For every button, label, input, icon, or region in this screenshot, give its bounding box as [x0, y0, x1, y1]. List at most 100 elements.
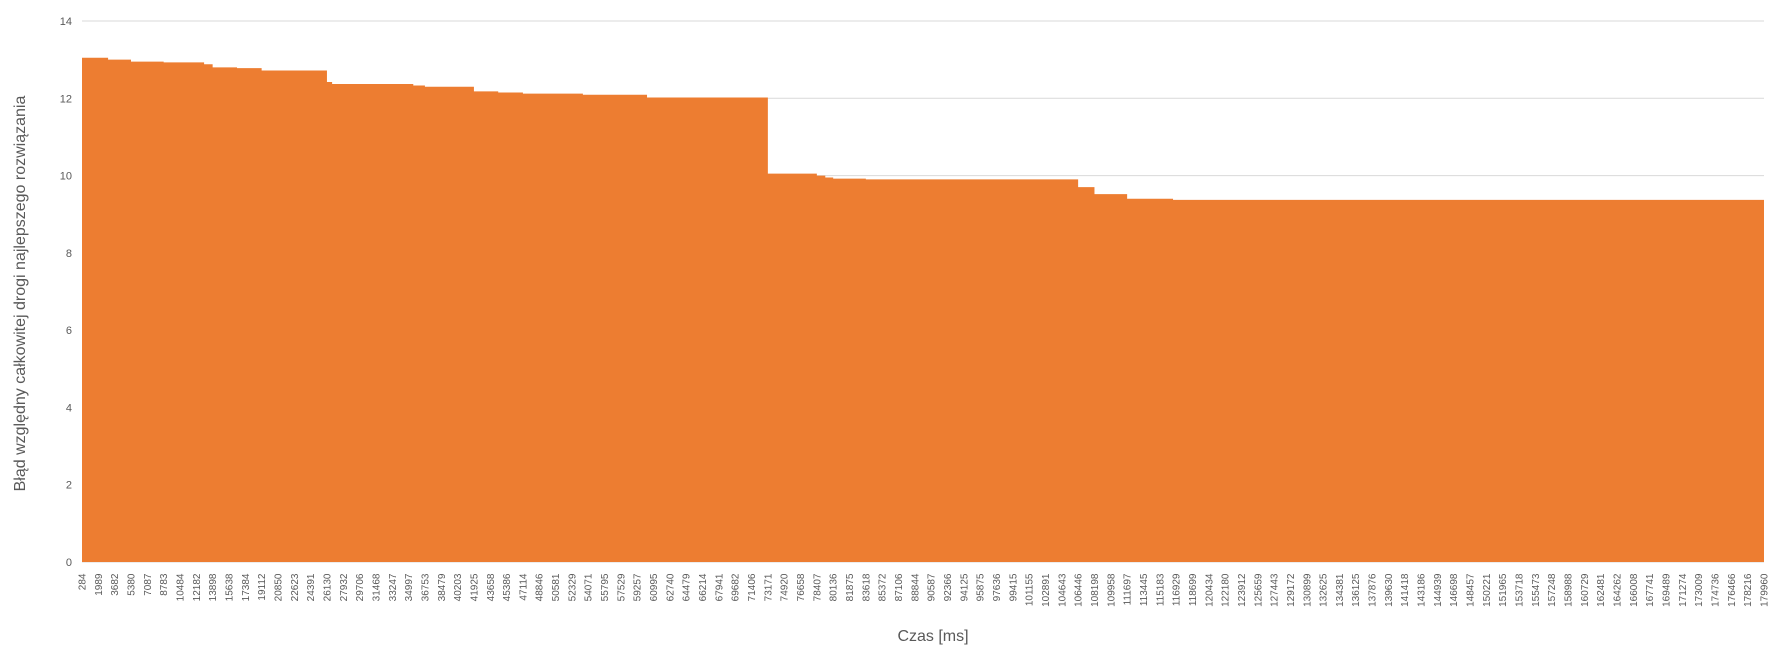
x-tick-label: 143186 [1417, 573, 1428, 607]
x-tick-label: 123912 [1237, 573, 1248, 607]
y-axis-title: Błąd względny całkowitej drogi najlepsze… [12, 96, 29, 492]
x-tick-label: 284 [78, 573, 89, 590]
x-tick-label: 101155 [1025, 573, 1036, 606]
x-axis-ticks: 284 1989 3682 5380 7087 8783 10484 12182 13898 15… [78, 573, 1771, 607]
x-tick-label: 7087 [143, 573, 154, 596]
y-tick-label: 0 [66, 557, 72, 569]
x-tick-label: 43658 [486, 573, 497, 601]
x-tick-label: 115183 [1155, 573, 1166, 606]
x-tick-label: 55795 [600, 573, 611, 601]
x-tick-label: 146698 [1449, 573, 1460, 607]
x-tick-label: 148457 [1466, 573, 1477, 607]
x-tick-label: 160729 [1580, 573, 1591, 607]
x-tick-label: 13898 [208, 573, 219, 601]
x-tick-label: 166008 [1629, 573, 1640, 607]
x-tick-label: 76658 [796, 573, 807, 601]
x-tick-label: 97636 [992, 573, 1003, 601]
x-tick-label: 3682 [110, 573, 121, 596]
x-tick-label: 31468 [371, 573, 382, 601]
data-area-series [82, 57, 1764, 562]
x-tick-label: 45386 [502, 573, 513, 601]
x-tick-label: 83618 [861, 573, 872, 601]
x-tick-label: 108198 [1090, 573, 1101, 607]
x-tick-label: 95875 [976, 573, 987, 601]
x-tick-label: 10484 [175, 573, 186, 601]
x-tick-label: 176466 [1727, 573, 1738, 607]
x-tick-label: 132625 [1319, 573, 1330, 607]
x-tick-label: 24391 [306, 573, 317, 601]
x-tick-label: 139630 [1384, 573, 1395, 607]
x-tick-label: 27932 [339, 573, 350, 601]
x-tick-label: 40203 [453, 573, 464, 601]
y-tick-label: 2 [66, 480, 72, 492]
x-tick-label: 102891 [1041, 573, 1052, 607]
x-tick-label: 59257 [633, 573, 644, 601]
x-tick-label: 158988 [1564, 573, 1575, 607]
x-tick-label: 38479 [437, 573, 448, 601]
x-tick-label: 174736 [1711, 573, 1722, 607]
y-tick-label: 6 [66, 325, 72, 337]
x-tick-label: 130899 [1302, 573, 1313, 607]
x-tick-label: 80136 [829, 573, 840, 601]
x-tick-label: 116929 [1172, 573, 1183, 606]
x-tick-label: 151965 [1498, 573, 1509, 607]
x-tick-label: 36753 [420, 573, 431, 601]
x-tick-label: 1989 [94, 573, 105, 596]
x-tick-label: 169489 [1662, 573, 1673, 607]
x-tick-label: 106446 [1074, 573, 1085, 607]
x-tick-label: 125659 [1253, 573, 1264, 607]
x-tick-label: 87106 [894, 573, 905, 601]
x-tick-label: 144939 [1433, 573, 1444, 607]
x-tick-label: 71406 [747, 573, 758, 601]
x-tick-label: 17384 [241, 573, 252, 601]
plot-area [82, 57, 1764, 562]
x-axis-title: Czas [ms] [897, 628, 968, 645]
x-tick-label: 52329 [567, 573, 578, 601]
x-tick-label: 73171 [763, 573, 774, 601]
x-tick-label: 179960 [1760, 573, 1771, 607]
x-tick-label: 74920 [780, 573, 791, 601]
x-tick-label: 34997 [404, 573, 415, 601]
x-tick-label: 64479 [682, 573, 693, 601]
x-tick-label: 88844 [910, 573, 921, 601]
y-tick-label: 4 [66, 402, 72, 414]
y-tick-label: 14 [60, 16, 72, 28]
x-tick-label: 60995 [649, 573, 660, 601]
x-tick-label: 157248 [1547, 573, 1558, 607]
x-tick-label: 67941 [714, 573, 725, 601]
y-axis-ticks: 0 2 4 6 8 10 12 14 [60, 16, 72, 569]
x-tick-label: 92366 [943, 573, 954, 601]
x-tick-label: 19112 [257, 573, 268, 601]
x-tick-label: 54071 [584, 573, 595, 601]
x-tick-label: 47114 [518, 573, 529, 601]
x-tick-label: 171274 [1678, 573, 1689, 607]
x-tick-label: 111697 [1123, 573, 1134, 605]
x-tick-label: 129172 [1286, 573, 1297, 607]
y-tick-label: 8 [66, 248, 72, 260]
x-tick-label: 167741 [1645, 573, 1656, 607]
x-tick-label: 178216 [1743, 573, 1754, 607]
x-tick-label: 164262 [1613, 573, 1624, 607]
x-tick-label: 41925 [469, 573, 480, 601]
x-tick-label: 141418 [1400, 573, 1411, 607]
x-tick-label: 26130 [322, 573, 333, 601]
x-tick-label: 62740 [665, 573, 676, 601]
x-tick-label: 22623 [290, 573, 301, 601]
x-tick-label: 127443 [1270, 573, 1281, 607]
x-tick-label: 134381 [1335, 573, 1346, 607]
x-tick-label: 48846 [535, 573, 546, 601]
x-tick-label: 173009 [1694, 573, 1705, 607]
x-tick-label: 78407 [812, 573, 823, 601]
x-tick-label: 104643 [1057, 573, 1068, 607]
x-tick-label: 33247 [388, 573, 399, 601]
x-tick-label: 8783 [159, 573, 170, 596]
x-tick-label: 99415 [1008, 573, 1019, 601]
x-tick-label: 109958 [1106, 573, 1117, 607]
x-tick-label: 118699 [1188, 573, 1199, 606]
x-tick-label: 29706 [355, 573, 366, 601]
x-tick-label: 136125 [1351, 573, 1362, 607]
x-tick-label: 90587 [927, 573, 938, 601]
x-tick-label: 137876 [1368, 573, 1379, 607]
x-tick-label: 5380 [126, 573, 137, 596]
